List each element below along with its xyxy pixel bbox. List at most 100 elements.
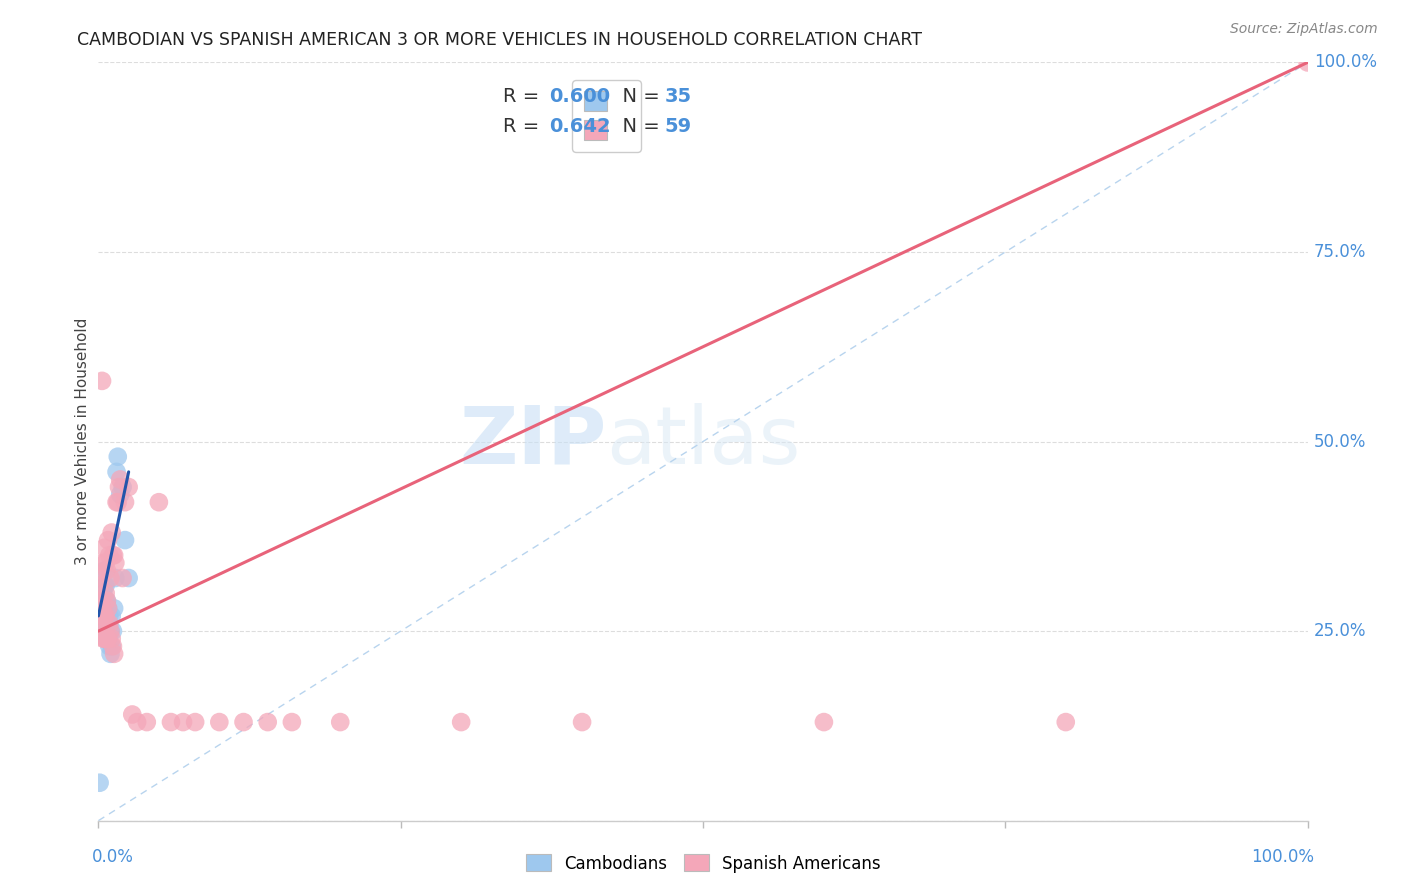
Point — [100, 608, 122, 623]
Point — [184, 715, 207, 730]
Text: CAMBODIAN VS SPANISH AMERICAN 3 OR MORE VEHICLES IN HOUSEHOLD CORRELATION CHART: CAMBODIAN VS SPANISH AMERICAN 3 OR MORE … — [77, 31, 922, 49]
Point — [571, 715, 593, 730]
Point — [98, 639, 121, 653]
Point — [93, 632, 115, 646]
Point — [135, 715, 157, 730]
Point — [91, 608, 114, 623]
Point — [98, 616, 121, 631]
Point — [114, 495, 136, 509]
Point — [118, 480, 141, 494]
Point — [127, 715, 149, 730]
Point — [91, 601, 114, 615]
Point — [100, 632, 122, 646]
Text: N =: N = — [610, 118, 666, 136]
Point — [108, 487, 131, 501]
Point — [93, 594, 115, 608]
Text: 59: 59 — [664, 118, 692, 136]
Point — [104, 556, 127, 570]
Point — [96, 608, 118, 623]
Point — [93, 564, 115, 578]
Point — [96, 594, 118, 608]
Point — [91, 374, 114, 388]
Point — [97, 533, 120, 548]
Point — [98, 548, 121, 563]
Point — [89, 601, 111, 615]
Point — [118, 571, 141, 585]
Point — [94, 579, 117, 593]
Point — [232, 715, 254, 730]
Point — [100, 647, 122, 661]
Point — [329, 715, 352, 730]
Point — [100, 525, 122, 540]
Point — [91, 586, 114, 600]
Text: 35: 35 — [664, 87, 692, 106]
Point — [94, 608, 117, 623]
Point — [91, 601, 114, 615]
Point — [97, 616, 120, 631]
Text: N =: N = — [610, 87, 666, 106]
Point — [90, 594, 112, 608]
Point — [96, 632, 118, 646]
Point — [100, 624, 122, 639]
Point — [97, 601, 120, 615]
Point — [100, 571, 122, 585]
Point — [94, 594, 117, 608]
Point — [91, 624, 114, 639]
Text: 0.600: 0.600 — [550, 87, 610, 106]
Point — [90, 571, 112, 585]
Point — [1296, 55, 1319, 70]
Point — [281, 715, 304, 730]
Text: 0.642: 0.642 — [550, 118, 612, 136]
Text: 75.0%: 75.0% — [1313, 243, 1367, 261]
Point — [90, 608, 112, 623]
Point — [103, 647, 125, 661]
Point — [103, 548, 125, 563]
Point — [208, 715, 231, 730]
Point — [96, 594, 118, 608]
Point — [94, 556, 117, 570]
Point — [96, 564, 118, 578]
Text: R =: R = — [503, 87, 546, 106]
Point — [93, 579, 115, 593]
Text: R =: R = — [503, 118, 546, 136]
Point — [450, 715, 472, 730]
Point — [91, 556, 114, 570]
Text: 100.0%: 100.0% — [1313, 54, 1376, 71]
Text: 100.0%: 100.0% — [1250, 848, 1313, 866]
Point — [91, 608, 114, 623]
Text: ZIP: ZIP — [458, 402, 606, 481]
Point — [100, 639, 122, 653]
Text: Source: ZipAtlas.com: Source: ZipAtlas.com — [1230, 22, 1378, 37]
Legend: Cambodians, Spanish Americans: Cambodians, Spanish Americans — [519, 847, 887, 880]
Point — [256, 715, 278, 730]
Point — [91, 616, 114, 631]
Point — [100, 624, 122, 639]
Text: atlas: atlas — [606, 402, 800, 481]
Point — [93, 608, 115, 623]
Point — [1054, 715, 1077, 730]
Point — [105, 465, 128, 479]
Point — [105, 495, 128, 509]
Point — [101, 624, 124, 639]
Point — [114, 533, 136, 548]
Point — [89, 579, 111, 593]
Point — [93, 541, 115, 555]
Y-axis label: 3 or more Vehicles in Household: 3 or more Vehicles in Household — [75, 318, 90, 566]
Point — [104, 571, 127, 585]
Text: 50.0%: 50.0% — [1313, 433, 1367, 450]
Point — [172, 715, 194, 730]
Point — [90, 616, 112, 631]
Point — [97, 601, 120, 615]
Point — [97, 632, 120, 646]
Point — [148, 495, 170, 509]
Point — [94, 586, 117, 600]
Point — [103, 601, 125, 615]
Point — [107, 495, 129, 509]
Point — [96, 624, 118, 639]
Point — [160, 715, 183, 730]
Point — [108, 480, 131, 494]
Point — [91, 632, 114, 646]
Point — [121, 707, 143, 722]
Point — [107, 450, 129, 464]
Point — [101, 639, 124, 653]
